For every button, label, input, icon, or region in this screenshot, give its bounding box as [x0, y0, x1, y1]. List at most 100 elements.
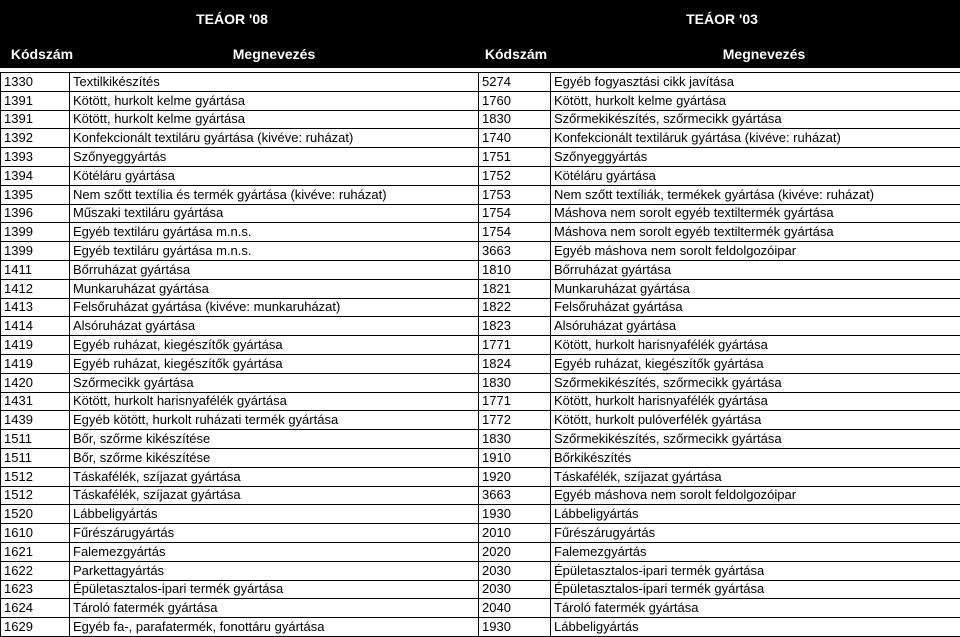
table-row: 1623 Épületasztalos-ipari termék gyártása… — [1, 580, 960, 599]
name-2003-cell: Szőnyeggyártás — [551, 148, 960, 167]
header-teaor03: TEÁOR '03 — [484, 10, 960, 28]
code-2003-cell: 1754 — [479, 223, 551, 242]
code-2003-cell: 1752 — [479, 166, 551, 185]
name-2008-cell: Egyéb fa-, parafatermék, fonottáru gyárt… — [70, 618, 479, 637]
code-2008-cell: 1622 — [1, 561, 70, 580]
name-2003-cell: Felsőruházat gyártása — [551, 298, 960, 317]
code-2003-cell: 1830 — [479, 110, 551, 129]
name-2003-cell: Épületasztalos-ipari termék gyártása — [551, 580, 960, 599]
name-2008-cell: Egyéb textiláru gyártása m.n.s. — [70, 223, 479, 242]
code-2008-cell: 1629 — [1, 618, 70, 637]
header-name-right: Megnevezés — [568, 45, 960, 63]
name-2003-cell: Máshova nem sorolt egyéb textiltermék gy… — [551, 204, 960, 223]
name-2008-cell: Egyéb kötött, hurkolt ruházati termék gy… — [70, 411, 479, 430]
code-2003-cell: 2010 — [479, 524, 551, 543]
code-2003-cell: 1830 — [479, 373, 551, 392]
code-2003-cell: 2030 — [479, 580, 551, 599]
code-2008-cell: 1512 — [1, 486, 70, 505]
name-2008-cell: Szőnyeggyártás — [70, 148, 479, 167]
name-2003-cell: Egyéb fogyasztási cikk javítása — [551, 73, 960, 92]
code-2008-cell: 1511 — [1, 430, 70, 449]
name-2003-cell: Bőrkikészítés — [551, 448, 960, 467]
name-2003-cell: Szőrmekikészítés, szőrmecikk gyártása — [551, 373, 960, 392]
code-2003-cell: 2040 — [479, 599, 551, 618]
name-2008-cell: Munkaruházat gyártása — [70, 279, 479, 298]
name-2008-cell: Falemezgyártás — [70, 542, 479, 561]
name-2008-cell: Konfekcionált textiláru gyártása (kivéve… — [70, 129, 479, 148]
name-2003-cell: Lábbeligyártás — [551, 505, 960, 524]
name-2003-cell: Egyéb ruházat, kiegészítők gyártása — [551, 354, 960, 373]
name-2008-cell: Felsőruházat gyártása (kivéve: munkaruhá… — [70, 298, 479, 317]
name-2003-cell: Szőrmekikészítés, szőrmecikk gyártása — [551, 430, 960, 449]
code-2003-cell: 5274 — [479, 73, 551, 92]
name-2008-cell: Egyéb ruházat, kiegészítők gyártása — [70, 336, 479, 355]
table-header: TEÁOR '08 TEÁOR '03 Kódszám Megnevezés K… — [0, 0, 960, 68]
code-2008-cell: 1391 — [1, 91, 70, 110]
name-2008-cell: Tároló fatermék gyártása — [70, 599, 479, 618]
code-2008-cell: 1399 — [1, 223, 70, 242]
code-2008-cell: 1399 — [1, 242, 70, 261]
name-2008-cell: Fűrészárugyártás — [70, 524, 479, 543]
name-2008-cell: Textilkikészítés — [70, 73, 479, 92]
name-2008-cell: Nem szőtt textília és termék gyártása (k… — [70, 185, 479, 204]
code-2008-cell: 1394 — [1, 166, 70, 185]
name-2003-cell: Egyéb máshova nem sorolt feldolgozóipar — [551, 486, 960, 505]
name-2003-cell: Kötött, hurkolt kelme gyártása — [551, 91, 960, 110]
name-2003-cell: Kötött, hurkolt harisnyafélék gyártása — [551, 336, 960, 355]
code-2003-cell: 3663 — [479, 242, 551, 261]
name-2003-cell: Máshova nem sorolt egyéb textiltermék gy… — [551, 223, 960, 242]
name-2003-cell: Konfekcionált textiláruk gyártása (kivév… — [551, 129, 960, 148]
name-2003-cell: Kötött, hurkolt harisnyafélék gyártása — [551, 392, 960, 411]
name-2003-cell: Szőrmekikészítés, szőrmecikk gyártása — [551, 110, 960, 129]
name-2008-cell: Egyéb textiláru gyártása m.n.s. — [70, 242, 479, 261]
name-2008-cell: Táskafélék, szíjazat gyártása — [70, 467, 479, 486]
header-name-left: Megnevezés — [84, 45, 464, 63]
code-2003-cell: 3663 — [479, 486, 551, 505]
code-2008-cell: 1412 — [1, 279, 70, 298]
code-2003-cell: 1740 — [479, 129, 551, 148]
code-2003-cell: 1771 — [479, 336, 551, 355]
code-2008-cell: 1624 — [1, 599, 70, 618]
code-2008-cell: 1413 — [1, 298, 70, 317]
code-2003-cell: 1910 — [479, 448, 551, 467]
name-2008-cell: Bőrruházat gyártása — [70, 260, 479, 279]
code-2008-cell: 1439 — [1, 411, 70, 430]
name-2003-cell: Épületasztalos-ipari termék gyártása — [551, 561, 960, 580]
code-2003-cell: 1823 — [479, 317, 551, 336]
name-2008-cell: Alsóruházat gyártása — [70, 317, 479, 336]
code-2008-cell: 1391 — [1, 110, 70, 129]
name-2008-cell: Bőr, szőrme kikészítése — [70, 430, 479, 449]
name-2003-cell: Lábbeligyártás — [551, 618, 960, 637]
name-2008-cell: Kötéláru gyártása — [70, 166, 479, 185]
code-2008-cell: 1520 — [1, 505, 70, 524]
code-2008-cell: 1419 — [1, 336, 70, 355]
name-2008-cell: Műszaki textiláru gyártása — [70, 204, 479, 223]
code-2008-cell: 1411 — [1, 260, 70, 279]
code-2008-cell: 1623 — [1, 580, 70, 599]
code-2003-cell: 1810 — [479, 260, 551, 279]
code-2003-cell: 1821 — [479, 279, 551, 298]
name-2008-cell: Kötött, hurkolt kelme gyártása — [70, 110, 479, 129]
code-2008-cell: 1330 — [1, 73, 70, 92]
code-2003-cell: 1920 — [479, 467, 551, 486]
header-code-left: Kódszám — [0, 45, 84, 63]
name-2008-cell: Lábbeligyártás — [70, 505, 479, 524]
